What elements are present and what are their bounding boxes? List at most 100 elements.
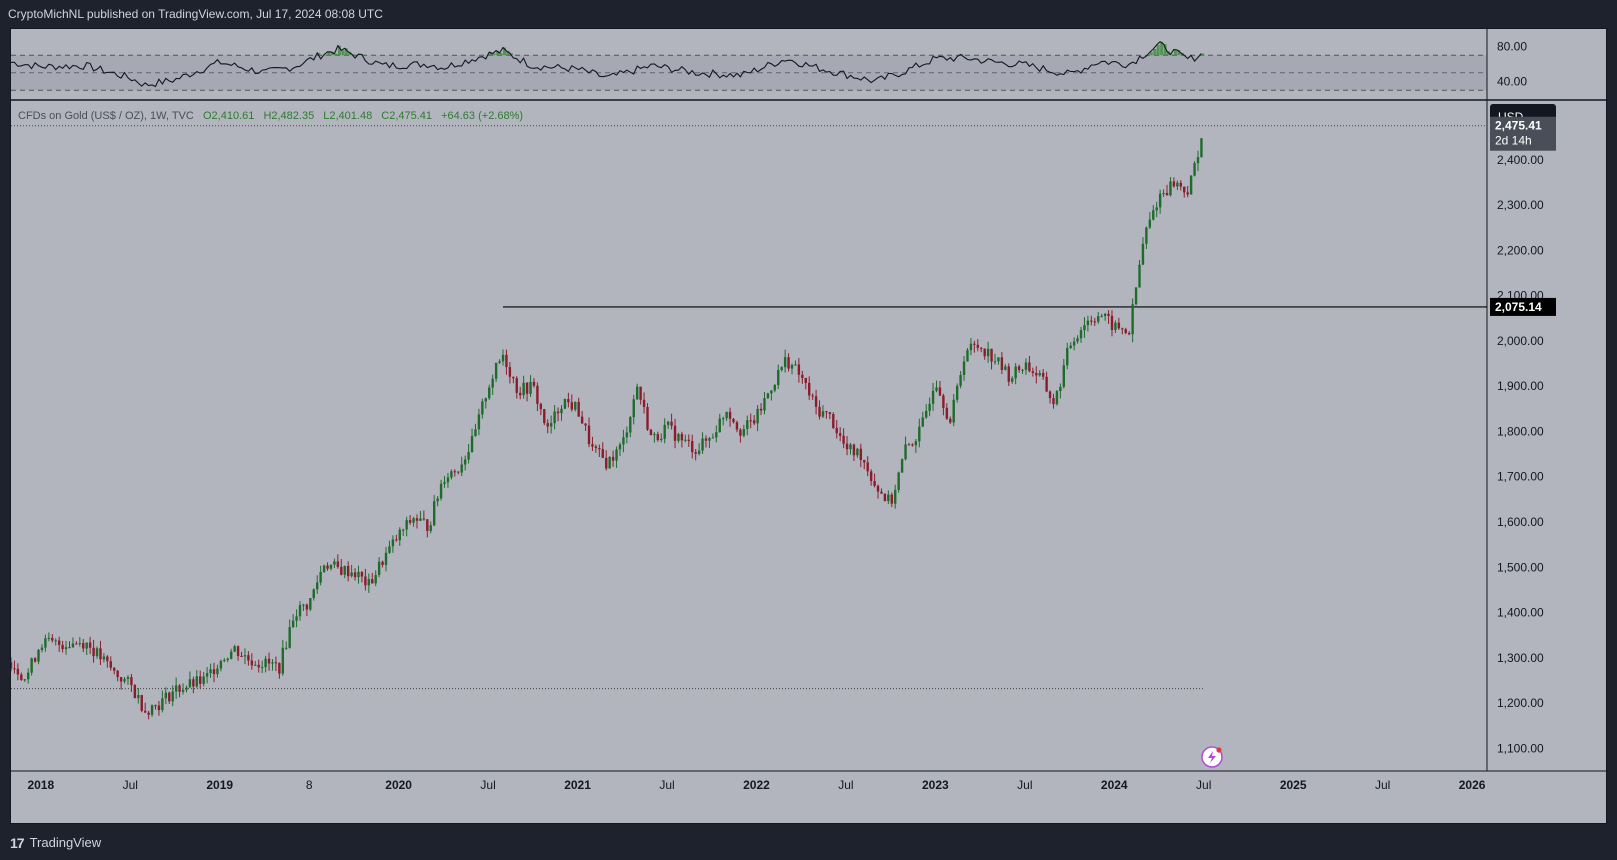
candle-body [488, 387, 491, 399]
time-tick-label: 2023 [922, 778, 949, 792]
candle-body [649, 429, 653, 436]
candle-body [126, 677, 130, 679]
candle-body [790, 364, 794, 369]
bar-countdown: 2d 14h [1495, 134, 1532, 148]
candle-body [849, 444, 852, 450]
time-tick-label: 2022 [743, 778, 770, 792]
tradingview-logo[interactable]: 17 TradingView [10, 826, 101, 860]
candle-body [326, 565, 329, 569]
candle-body [924, 410, 928, 418]
candle-body [1045, 376, 1048, 392]
candle-body [192, 679, 195, 687]
price-tick-label: 1,300.00 [1497, 651, 1544, 665]
candle-body [539, 403, 543, 410]
candle-body [680, 433, 684, 441]
candle-body [952, 399, 955, 423]
rsi-axis: 80.00 40.00 [1497, 40, 1527, 89]
candle-body [1196, 157, 1200, 164]
candle-body [598, 448, 601, 450]
candle-body [622, 437, 625, 445]
rsi-pane[interactable]: 80.00 40.00 [11, 29, 1527, 99]
candle-body [567, 399, 570, 403]
candle-body [212, 669, 216, 675]
candle-body [1007, 366, 1010, 382]
candle-body [1024, 362, 1028, 370]
candle-body [1169, 181, 1172, 196]
candle-body [512, 376, 515, 379]
candle-body [1117, 322, 1121, 329]
candle-body [563, 399, 567, 409]
candle-body [990, 348, 993, 362]
price-tick-label: 1,800.00 [1497, 424, 1544, 438]
candle-body [1189, 175, 1193, 195]
price-tick-label: 1,900.00 [1497, 379, 1544, 393]
time-tick-label: Jul [480, 778, 495, 792]
candle-body [412, 518, 415, 523]
candle-body [715, 432, 718, 438]
candle-body [205, 673, 209, 677]
candle-body [1193, 163, 1196, 176]
candle-body [677, 433, 680, 441]
candle-body [470, 436, 474, 452]
footer: 17 TradingView [0, 826, 1617, 860]
candle-body [498, 361, 501, 363]
candle-body [980, 347, 983, 349]
candle-body [302, 604, 305, 606]
candle-body [1138, 264, 1141, 288]
candle-body [580, 416, 584, 424]
candle-body [522, 382, 525, 396]
candle-body [27, 672, 30, 680]
candle-body [174, 685, 178, 692]
rsi-tick-label: 40.00 [1497, 75, 1527, 89]
candle-body [742, 429, 746, 436]
chart-canvas[interactable]: 80.00 40.00 2,500.002,400.002,300.002,200… [11, 29, 1608, 825]
candle-body [316, 582, 319, 590]
candle-body [780, 367, 783, 371]
candle-body [949, 418, 952, 423]
flash-alert-icon[interactable] [1201, 746, 1223, 768]
candle-body [859, 448, 863, 460]
candle-body [415, 518, 419, 521]
candle-body [708, 438, 711, 441]
candle-body [357, 571, 360, 578]
candle-body [247, 655, 250, 661]
published-text: CryptoMichNL published on TradingView.co… [8, 7, 383, 21]
candle-body [188, 679, 192, 688]
candle-body [605, 457, 608, 469]
candle-body [30, 658, 33, 673]
rsi-tick-label: 80.00 [1497, 40, 1527, 54]
candle-body [51, 637, 54, 641]
time-tick-label: 2020 [385, 778, 412, 792]
candle-body [918, 426, 921, 442]
candle-body [1124, 329, 1127, 333]
candle-body [746, 420, 749, 430]
candle-body [993, 361, 997, 363]
candle-body [377, 561, 381, 575]
price-pane[interactable]: 2,500.002,400.002,300.002,200.002,100.00… [11, 108, 1544, 756]
candle-body [329, 564, 333, 569]
time-tick-label: Jul [1375, 778, 1390, 792]
price-tick-label: 1,500.00 [1497, 560, 1544, 574]
candle-body [23, 679, 26, 681]
brand-label: TradingView [29, 835, 102, 850]
candle-body [260, 667, 264, 669]
candle-body [684, 439, 687, 441]
candle-body [71, 643, 75, 648]
candle-body [457, 471, 460, 473]
candle-body [278, 663, 281, 674]
candle-body [663, 424, 666, 439]
chart-frame[interactable]: 80.00 40.00 2,500.002,400.002,300.002,200… [10, 28, 1608, 825]
candle-body [395, 539, 398, 541]
candle-body [828, 412, 832, 414]
price-tick-label: 2,400.00 [1497, 153, 1544, 167]
candle-body [1176, 182, 1179, 187]
candle-body [171, 691, 174, 702]
candle-body [704, 438, 708, 441]
candle-body [446, 477, 450, 483]
candle-body [556, 411, 560, 414]
candle-body [178, 685, 181, 692]
candle-body [384, 552, 388, 565]
candle-body [1093, 321, 1096, 323]
candle-body [1107, 313, 1110, 316]
candle-body [887, 494, 890, 502]
